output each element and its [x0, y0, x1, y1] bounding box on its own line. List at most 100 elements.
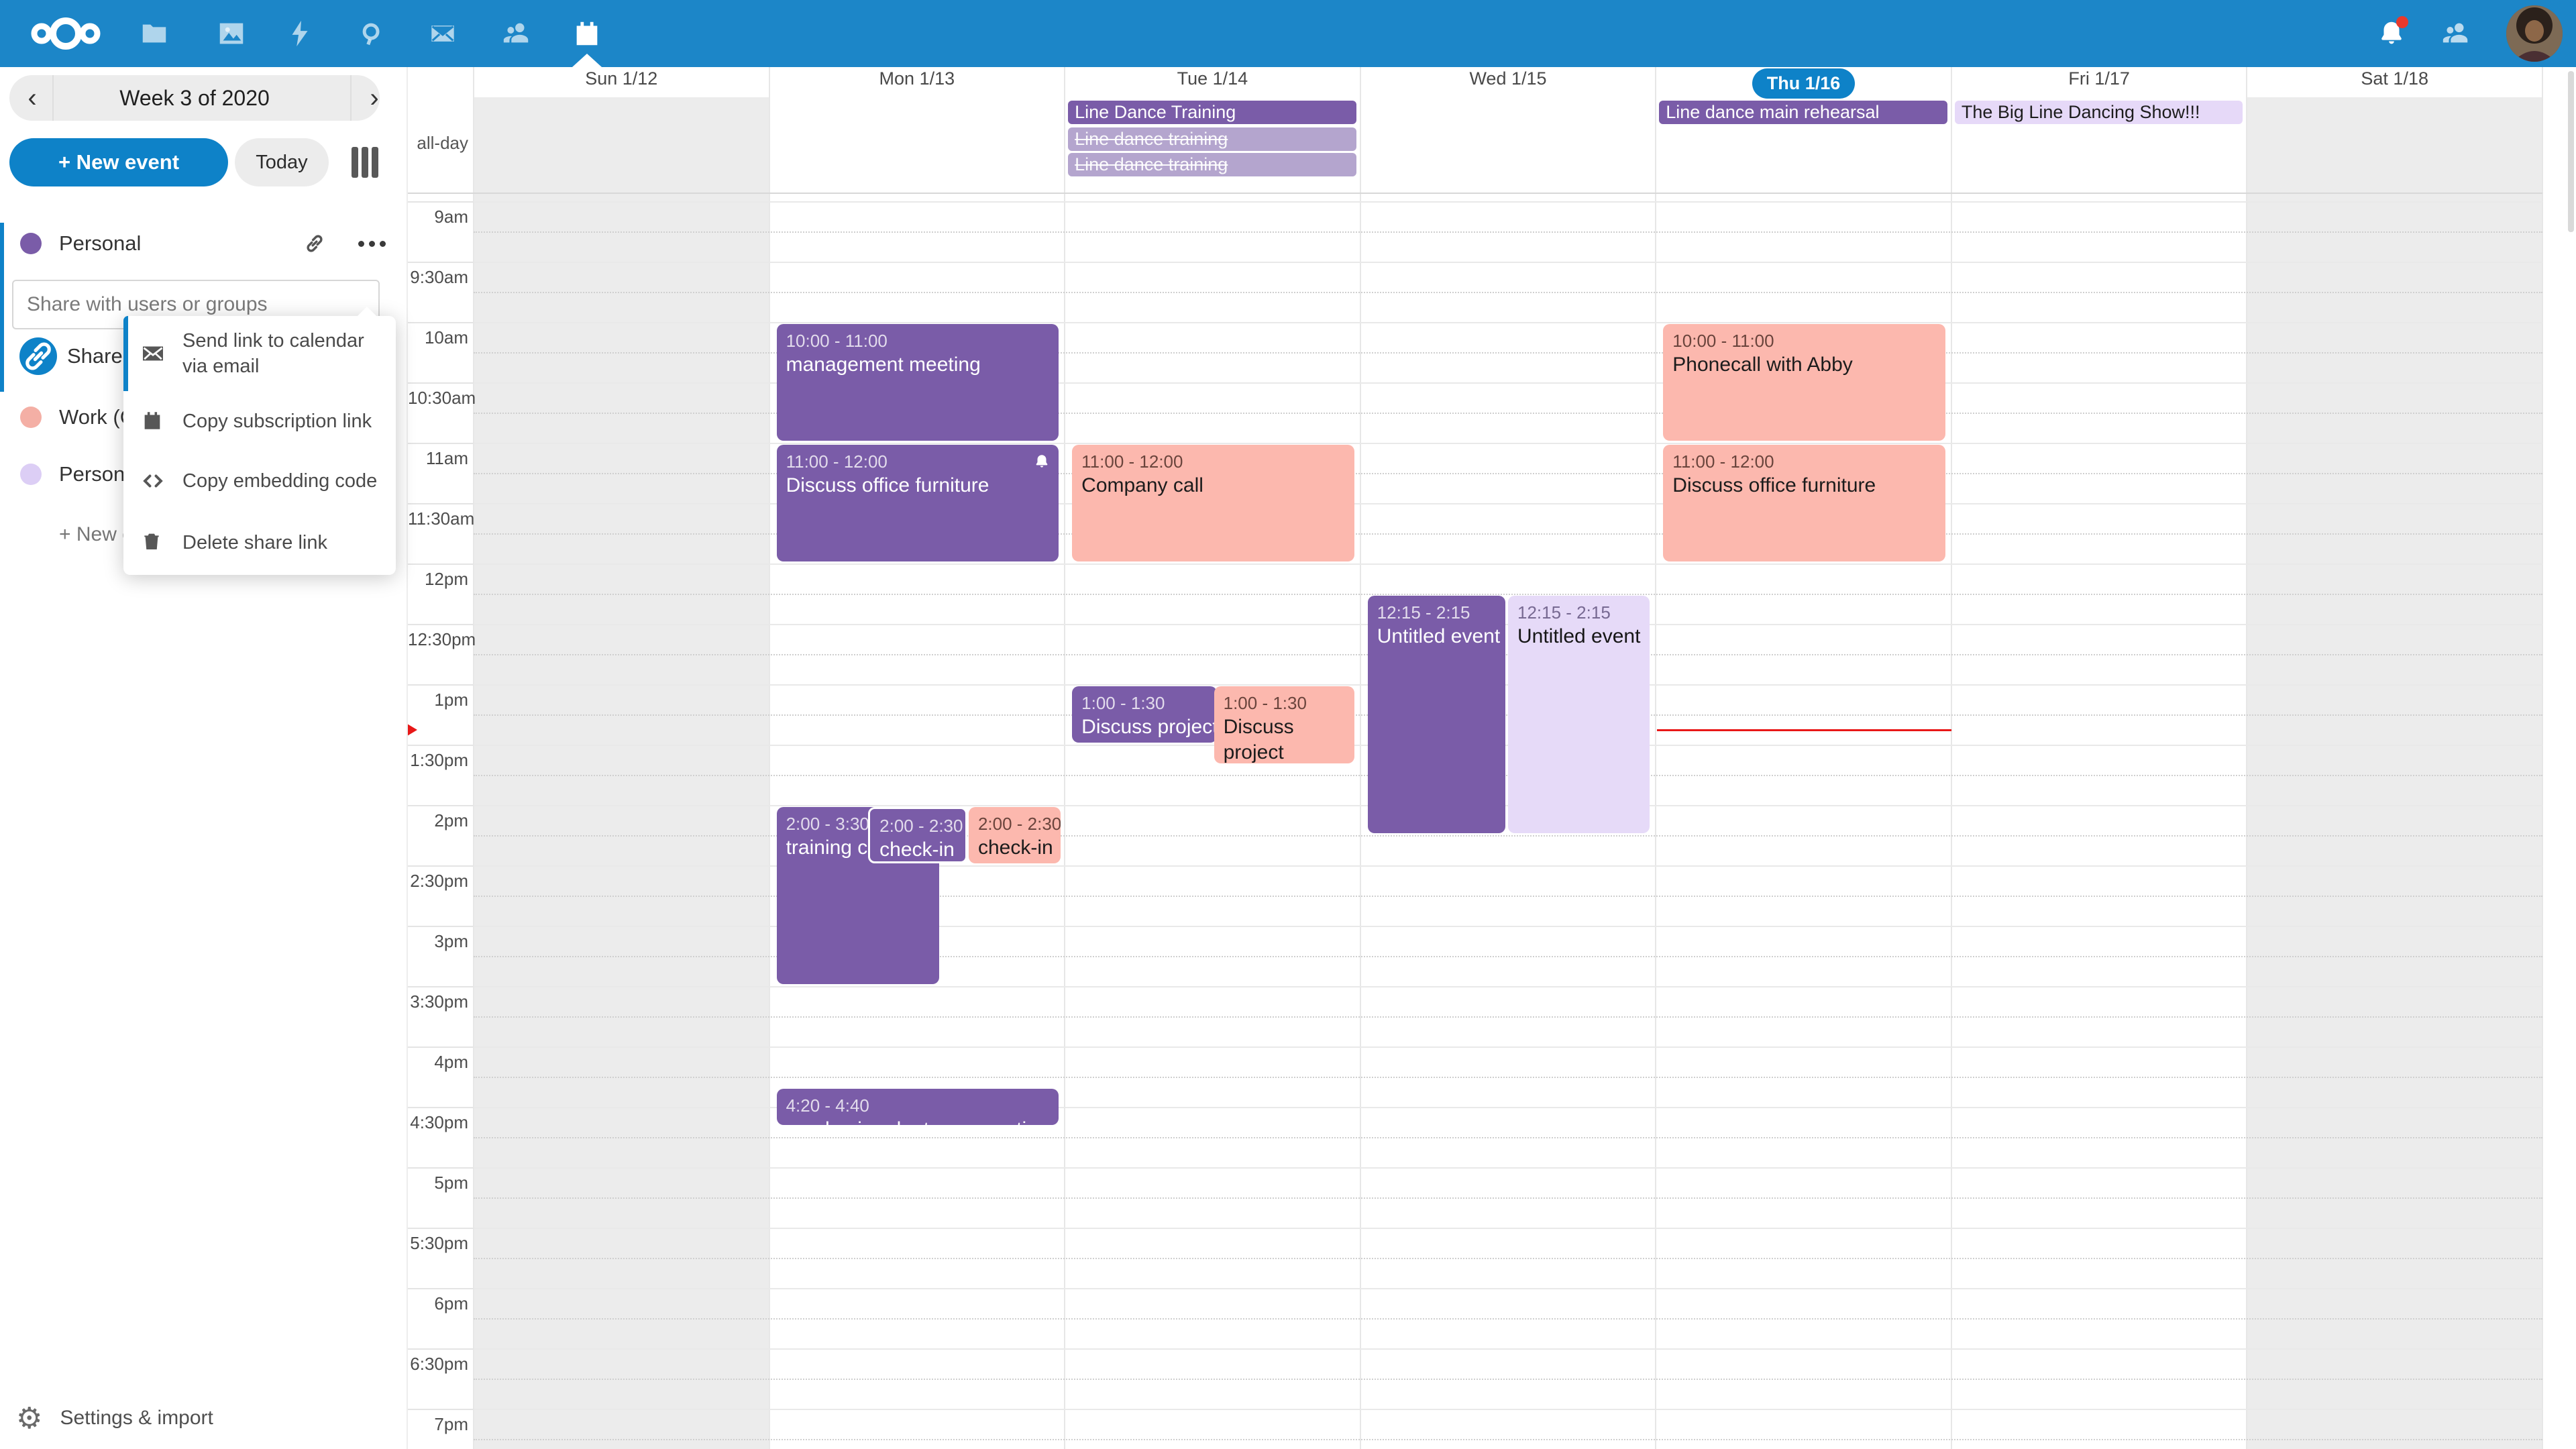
column-border — [1359, 66, 1361, 1449]
weekend-shading — [2247, 97, 2542, 1449]
event-discuss-office-furniture[interactable]: 11:00 - 12:00 Discuss office furniture — [776, 445, 1059, 561]
column-border — [1064, 66, 1066, 1449]
gutter-line — [407, 262, 474, 263]
settings-and-import[interactable]: ⚙ Settings & import — [16, 1401, 213, 1436]
hour-line — [474, 865, 2542, 867]
app-icon-files[interactable] — [139, 18, 170, 49]
event-time: 11:00 - 12:00 — [1081, 451, 1183, 472]
event-untitled-event[interactable]: 12:15 - 2:15 Untitled event — [1508, 596, 1650, 833]
time-label: 12:30pm — [408, 629, 476, 649]
new-event-button[interactable]: + New event — [9, 138, 228, 186]
event-time: 2:00 - 2:30 — [977, 814, 1061, 834]
day-header-tue[interactable]: Tue 1/14 — [1177, 68, 1248, 89]
day-header-thu[interactable]: Thu 1/16 — [1656, 68, 1951, 99]
weekend-shading — [474, 97, 769, 1449]
calendar-color-dot — [20, 464, 42, 485]
all-day-event[interactable]: The Big Line Dancing Show!!! — [1954, 101, 2243, 124]
activity-icon — [292, 20, 308, 47]
mail-icon — [429, 23, 456, 44]
time-label: 9:30am — [410, 267, 468, 287]
hour-line — [474, 201, 2542, 203]
quarter-line — [474, 413, 2542, 414]
event-purchasing-dept-conversation[interactable]: 4:20 - 4:40purchasing dept conversation — [776, 1088, 1059, 1126]
share-link-menu: Send link to calendar via email Copy subs… — [123, 316, 396, 575]
personal-calendar-menu-button[interactable] — [356, 233, 388, 254]
sidebar-item-calendar[interactable]: Work (C — [59, 405, 136, 429]
event-title: management meeting — [786, 354, 981, 376]
day-header-fri[interactable]: Fri 1/17 — [2068, 68, 2130, 89]
scrollbar-thumb[interactable] — [2568, 71, 2574, 232]
gutter-line — [407, 443, 474, 444]
all-day-event[interactable]: Line dance main rehearsal — [1659, 101, 1947, 124]
time-label: 5:30pm — [410, 1233, 468, 1253]
previous-week-button[interactable]: ‹ — [28, 83, 37, 113]
event-untitled-event[interactable]: 12:15 - 2:15 Untitled event — [1367, 596, 1505, 833]
menu-item-copy-subscription-link[interactable]: Copy subscription link — [123, 391, 396, 451]
view-switcher-icon[interactable] — [352, 147, 358, 178]
time-label: 4pm — [434, 1052, 468, 1072]
nav-separator — [350, 75, 352, 121]
sidebar-item-personal-calendar[interactable]: Personal — [59, 231, 142, 255]
app-icon-mail[interactable] — [427, 18, 458, 49]
column-border — [2542, 66, 2543, 1449]
event-discuss-project-announcement[interactable]: 1:00 - 1:30 Discuss project announcement — [1072, 686, 1218, 743]
contacts-menu-icon[interactable] — [2440, 18, 2471, 49]
all-day-event[interactable]: Line Dance Training — [1068, 101, 1356, 124]
sidebar: ‹ › Week 3 of 2020 + New event Today Per… — [0, 67, 408, 1449]
event-discuss-office-furniture[interactable]: 11:00 - 12:00 Discuss office furniture — [1663, 445, 1946, 561]
hour-line — [474, 1288, 2542, 1289]
time-label: 2:30pm — [410, 871, 468, 891]
active-calendar-indicator — [0, 223, 4, 392]
calendar-color-dot — [20, 407, 42, 428]
app-icon-calendar[interactable] — [572, 18, 602, 49]
day-header-mon[interactable]: Mon 1/13 — [879, 68, 955, 89]
all-day-event[interactable]: Line dance training — [1068, 127, 1356, 151]
calendar-color-dot — [20, 233, 42, 254]
event-discuss-project-announcement[interactable]: 1:00 - 1:30 Discuss project announcement — [1214, 686, 1354, 763]
quarter-line — [474, 352, 2542, 354]
view-switcher-icon[interactable] — [362, 147, 368, 178]
app-icon-photos[interactable] — [216, 18, 247, 49]
all-day-event[interactable]: Line dance training — [1068, 153, 1356, 176]
day-header-sat[interactable]: Sat 1/18 — [2361, 68, 2428, 89]
notifications-bell-icon[interactable] — [2376, 18, 2407, 49]
nextcloud-logo[interactable] — [25, 9, 106, 58]
share-link-badge — [19, 337, 57, 375]
event-management-meeting[interactable]: 10:00 - 11:00 management meeting — [776, 324, 1059, 441]
gutter-line — [407, 1107, 474, 1108]
event-company-call[interactable]: 11:00 - 12:00 Company call — [1072, 445, 1354, 561]
app-icon-search[interactable] — [357, 18, 388, 49]
quarter-line — [474, 835, 2542, 837]
event-time: 10:00 - 11:00 — [786, 331, 888, 351]
avatar[interactable] — [2506, 5, 2563, 62]
hour-line — [474, 926, 2542, 927]
today-button[interactable]: Today — [235, 138, 329, 186]
column-border — [2246, 66, 2248, 1449]
event-title: Discuss project announcement — [1223, 716, 1294, 763]
view-switcher-icon[interactable] — [372, 147, 378, 178]
gutter-line — [407, 684, 474, 686]
column-border — [768, 66, 770, 1449]
menu-item-delete-share-link[interactable]: Delete share link — [123, 511, 396, 575]
hour-line — [474, 382, 2542, 384]
event-check-in[interactable]: 2:00 - 2:30 check-in — [968, 807, 1061, 863]
scrollbar-track[interactable] — [2544, 66, 2576, 1449]
new-calendar-button[interactable]: + New c — [59, 523, 133, 545]
hour-line — [474, 564, 2542, 565]
share-link-icon[interactable] — [303, 232, 326, 255]
next-week-button[interactable]: › — [370, 83, 379, 113]
week-label[interactable]: Week 3 of 2020 — [119, 86, 270, 110]
event-check-in[interactable]: 2:00 - 2:30 check-in — [868, 807, 967, 863]
event-title: Discuss project announcement — [1081, 716, 1218, 738]
day-header-sun[interactable]: Sun 1/12 — [585, 68, 658, 89]
time-label: 12pm — [424, 569, 468, 589]
app-icon-contacts[interactable] — [501, 18, 532, 49]
event-phonecall-with-abby[interactable]: 10:00 - 11:00 Phonecall with Abby — [1663, 324, 1946, 441]
menu-item-copy-embedding-code[interactable]: Copy embedding code — [123, 451, 396, 511]
gutter-line — [407, 1228, 474, 1229]
day-header-wed[interactable]: Wed 1/15 — [1469, 68, 1547, 89]
menu-item-send-link-to-calendar-via-email[interactable]: Send link to calendar via email — [123, 316, 396, 391]
time-label: 10am — [424, 327, 468, 347]
app-icon-activity[interactable] — [284, 18, 315, 49]
event-title: Company call — [1081, 474, 1203, 496]
